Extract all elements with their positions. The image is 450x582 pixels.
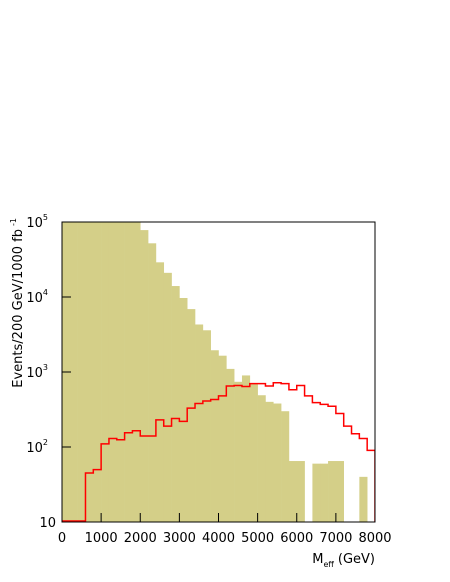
histogram-bar [249,383,258,522]
histogram-bar [69,222,78,522]
histogram-bar [148,243,157,522]
x-tick-label: 6000 [280,531,313,546]
histogram-bar [273,403,282,522]
y-tick-label: 105 [26,213,48,231]
x-tick-label: 7000 [319,531,352,546]
histogram-bar [335,461,344,522]
plot-area [62,222,375,522]
histogram-bar [140,230,149,522]
y-tick-exponent: 4 [43,288,48,297]
histogram-bar [210,350,219,522]
histogram-bar [265,401,274,522]
histogram-bar [281,411,290,522]
y-tick-base: 10 [26,291,43,306]
histogram-bar [163,272,172,522]
y-tick-exponent: 2 [43,438,48,447]
x-axis-title: Meff (GeV) [312,552,375,569]
x-tick-label: 0 [58,531,66,546]
y-tick-base: 10 [26,366,43,381]
y-axis-title: Events/200 GeV/1000 fb-1 [9,218,26,388]
y-tick-base: 10 [39,516,56,531]
histogram-bar [171,286,180,522]
histogram-bar [296,461,305,522]
histogram-bar [195,324,204,522]
histogram-bar [101,222,110,522]
y-tick-base: 10 [26,441,43,456]
x-tick-label: 8000 [358,531,391,546]
histogram-step [62,381,375,522]
histogram-bar [85,222,94,522]
histogram-bar [234,381,243,522]
histogram-bar [93,222,102,522]
y-tick-exponent: 3 [43,363,48,372]
histogram-bar [312,463,321,522]
histogram-bar [108,222,118,522]
histogram-bar [257,395,266,522]
histogram-bar [241,375,251,522]
x-tick-label: 2000 [124,531,157,546]
x-tick-label: 1000 [85,531,118,546]
histogram-bar [320,463,329,522]
y-tick-base: 10 [26,216,43,231]
histogram-bar [288,461,298,522]
y-tick-label: 10 [39,516,56,531]
y-tick-exponent: 5 [43,213,48,222]
histogram-bar [77,222,86,522]
histogram-bar [124,222,133,522]
y-tick-label: 102 [26,438,48,456]
histogram-bar [187,309,196,522]
x-tick-label: 3000 [163,531,196,546]
histogram-bar [155,262,165,522]
histogram-bar [116,222,125,522]
y-tick-label: 104 [26,288,48,306]
x-tick-label: 4000 [202,531,235,546]
histogram-bar [218,355,227,522]
histogram-bar [132,222,141,522]
histogram-bar [202,330,211,522]
x-tick-label: 5000 [241,531,274,546]
histogram-bar [226,368,235,522]
y-tick-label: 103 [26,363,48,381]
histogram-bar [179,297,188,522]
histogram-bar [359,476,368,522]
histogram-bar [328,461,337,522]
